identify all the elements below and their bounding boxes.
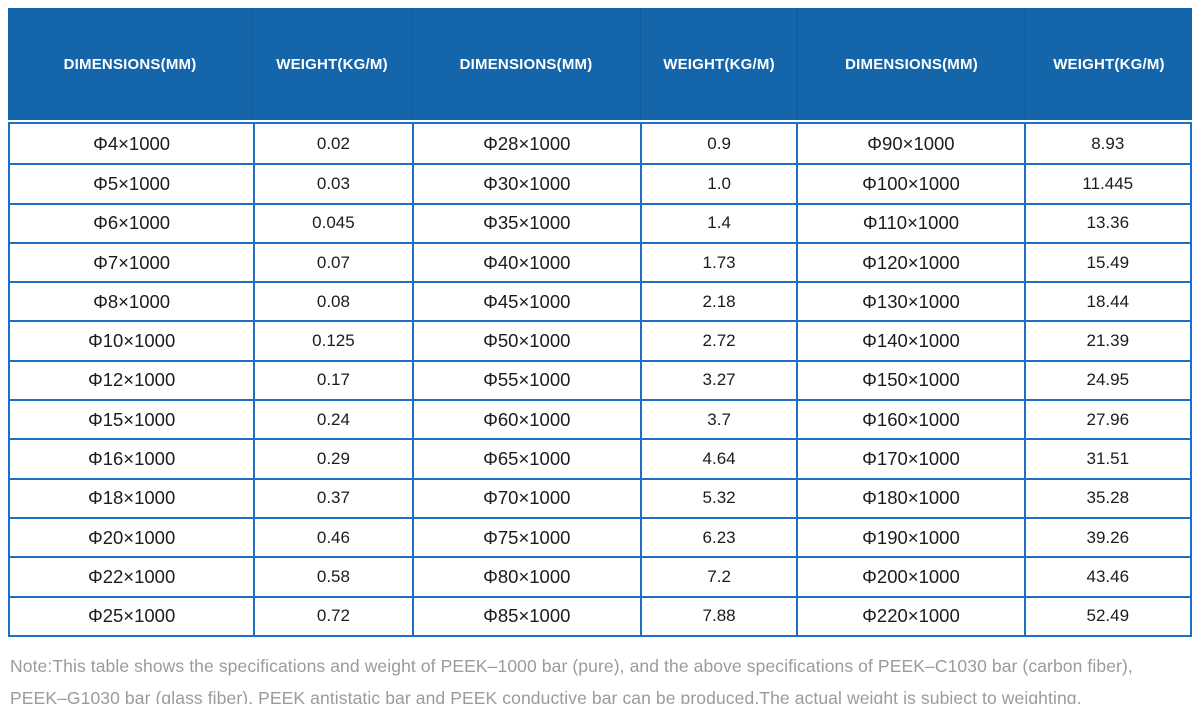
weight-cell: 11.445 [1023,163,1190,203]
dimension-cell: Φ50×1000 [411,320,640,360]
dimension-cell: Φ100×1000 [796,163,1024,203]
weight-cell: 0.125 [253,320,412,360]
column-header-dimensions-1: DIMENSIONS(MM) [63,55,197,73]
weight-cell: 13.36 [1023,202,1190,242]
dimension-cell: Φ190×1000 [796,516,1024,557]
weight-cell: 2.72 [639,320,797,360]
dimension-cell: Φ55×1000 [411,359,640,400]
dimension-cell: Φ25×1000 [10,595,254,635]
weight-cell: 0.46 [253,516,412,557]
weight-cell: 0.045 [253,202,412,242]
weight-cell: 3.27 [639,359,797,400]
dimension-cell: Φ28×1000 [411,124,640,164]
weight-cell: 6.23 [639,516,797,557]
dimension-cell: Φ200×1000 [796,556,1024,596]
weight-cell: 0.37 [253,477,412,517]
dimension-cell: Φ130×1000 [796,281,1024,321]
weight-cell: 0.9 [639,124,796,164]
weight-cell: 7.2 [639,556,797,596]
dimension-cell: Φ30×1000 [411,163,640,203]
dimension-cell: Φ35×1000 [411,202,640,242]
column-header-dimensions-2: DIMENSIONS(MM) [411,8,640,120]
weight-cell: 31.51 [1023,438,1190,478]
column-header-weight-3: WEIGHT(KG/M) [1025,8,1192,120]
dimension-cell: Φ7×1000 [10,241,254,281]
weight-cell: 43.46 [1023,556,1190,596]
dimension-cell: Φ75×1000 [411,516,640,557]
weight-cell: 1.0 [639,163,797,203]
weight-cell: 15.49 [1023,241,1190,282]
weight-cell: 0.29 [253,438,412,478]
dimension-cell: Φ20×1000 [10,516,254,556]
dimension-cell: Φ110×1000 [796,202,1024,242]
column-header-weight-2: WEIGHT(KG/M) [640,8,797,120]
weight-cell: 0.17 [253,359,412,400]
dimension-cell: Φ140×1000 [796,320,1024,360]
dimension-cell: Φ65×1000 [411,438,640,478]
weight-cell: 2.18 [639,281,797,321]
weight-cell: 24.95 [1023,359,1190,400]
column-header-dimensions-3: DIMENSIONS(MM) [796,8,1025,120]
weight-cell: 0.03 [253,163,412,203]
dimension-cell: Φ5×1000 [10,163,254,202]
dimension-cell: Φ160×1000 [796,399,1024,439]
dimension-cell: Φ15×1000 [10,399,254,438]
weight-cell: 27.96 [1023,399,1190,439]
dimension-cell: Φ150×1000 [796,359,1024,400]
weight-cell: 35.28 [1023,477,1190,517]
dimension-cell: Φ12×1000 [10,359,254,399]
dimension-cell: Φ22×1000 [10,556,254,595]
weight-cell: 0.02 [253,124,411,164]
weight-cell: 3.7 [639,399,797,439]
weight-cell: 0.08 [253,281,412,321]
dimension-cell: Φ90×1000 [796,124,1023,164]
weight-cell: 5.32 [639,477,797,517]
dimension-cell: Φ6×1000 [10,202,254,242]
weight-cell: 18.44 [1023,281,1190,321]
dimension-cell: Φ120×1000 [796,241,1024,282]
weight-cell: 21.39 [1023,320,1190,360]
footnote: Note:This table shows the specifications… [10,655,1133,704]
dimension-cell: Φ60×1000 [411,399,640,439]
weight-cell: 1.4 [639,202,797,242]
column-header-weight-1: WEIGHT(KG/M) [252,8,411,120]
dimension-cell: Φ45×1000 [411,281,640,321]
weight-cell: 39.26 [1023,516,1190,557]
dimension-cell: Φ18×1000 [10,477,254,517]
dimension-cell: Φ8×1000 [10,281,254,320]
weight-cell: 0.58 [253,556,412,596]
weight-cell: 4.64 [639,438,797,478]
weight-cell: 52.49 [1023,595,1190,635]
dimension-cell: Φ40×1000 [411,241,640,282]
dimension-cell: Φ10×1000 [10,320,254,359]
weight-cell: 0.07 [253,241,412,282]
weight-cell: 0.72 [253,595,412,635]
dimension-cell: Φ16×1000 [10,438,254,477]
dimension-cell: Φ4×1000 [93,132,171,154]
table-header-row: DIMENSIONS(MM) WEIGHT(KG/M) DIMENSIONS(M… [8,8,1192,120]
weight-cell: 7.88 [639,595,797,635]
dimension-cell: Φ180×1000 [796,477,1024,517]
dimension-cell: Φ85×1000 [411,595,640,635]
dimension-cell: Φ70×1000 [411,477,640,517]
table-body: Φ4×1000 0.02 Φ28×1000 0.9 Φ90×1000 8.93 … [8,122,1192,637]
dimension-cell: Φ170×1000 [796,438,1024,478]
dimension-cell: Φ220×1000 [796,595,1024,635]
weight-cell: 0.24 [253,399,412,439]
dimension-cell: Φ80×1000 [411,556,640,596]
weight-cell: 1.73 [639,241,797,282]
weight-cell: 8.93 [1023,124,1190,164]
